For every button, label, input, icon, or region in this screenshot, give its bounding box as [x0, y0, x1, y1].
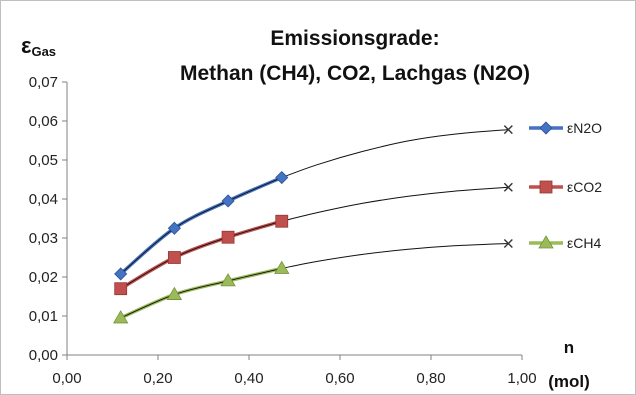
- y-tick-label: 0,02: [29, 269, 58, 286]
- legend-marker: [539, 180, 553, 194]
- legend-label: εCH4: [567, 235, 601, 251]
- x-tick-label: 0,80: [416, 370, 445, 387]
- data-point: [167, 221, 181, 235]
- y-axis-label-sub: Gas: [31, 44, 56, 59]
- data-point: [221, 194, 235, 208]
- series-2: [112, 238, 513, 324]
- series-line: [119, 219, 283, 291]
- data-point: [166, 286, 183, 300]
- series-0: [114, 125, 513, 281]
- x-tick-label: 0,20: [143, 370, 172, 387]
- series-1: [114, 182, 513, 296]
- y-tick-label: 0,05: [29, 152, 58, 169]
- legend-marker: [538, 235, 554, 249]
- y-tick-label: 0,03: [29, 230, 58, 247]
- data-point: [275, 170, 289, 185]
- extrapolation-line: [281, 186, 509, 222]
- y-axis-label-main: ε: [21, 33, 32, 58]
- data-point: [221, 230, 235, 244]
- data-point: [114, 282, 128, 296]
- data-point: [114, 267, 128, 281]
- x-axis-label-line1: n: [564, 338, 574, 357]
- data-point: [274, 260, 290, 274]
- x-tick-label: 1,00: [507, 370, 536, 387]
- x-tick-label: 0,00: [52, 370, 81, 387]
- legend-item-1: εCO2: [529, 179, 602, 195]
- x-tick-label: 0,40: [234, 370, 263, 387]
- y-axis-label: εGas: [21, 33, 56, 59]
- y-tick-label: 0,01: [29, 308, 58, 325]
- series-line: [119, 175, 283, 276]
- y-tick-label: 0,04: [29, 191, 58, 208]
- end-x-marker: [503, 125, 513, 135]
- extrapolation-line: [281, 129, 509, 179]
- extrapolation-line: [281, 242, 509, 269]
- chart-title-line2: Methan (CH4), CO2, Lachgas (N2O): [180, 62, 530, 85]
- series-layer: [112, 125, 513, 324]
- data-point: [275, 214, 289, 228]
- x-tick-label: 0,60: [325, 370, 354, 387]
- x-axis-label-line2: (mol): [548, 372, 590, 391]
- series-line-core: [120, 220, 282, 290]
- y-tick-label: 0,00: [29, 347, 58, 364]
- end-x-marker: [503, 238, 513, 248]
- legend-item-2: εCH4: [529, 235, 601, 251]
- series-line-core: [120, 177, 282, 275]
- series-line-core: [120, 267, 282, 319]
- legend-marker: [539, 121, 553, 135]
- data-point: [167, 251, 181, 264]
- y-tick-label: 0,06: [29, 113, 58, 130]
- axes: 0,00 0,01 0,02 0,03 0,04 0,05 0,06 0,07 0,00 0,20…: [29, 74, 537, 387]
- legend-item-0: εN2O: [529, 120, 602, 136]
- legend: εN2O εCO2 εCH4: [529, 120, 602, 251]
- legend-label: εN2O: [567, 120, 602, 136]
- data-point: [220, 273, 236, 287]
- y-tick-label: 0,07: [29, 74, 58, 91]
- data-point: [112, 310, 129, 324]
- end-x-marker: [503, 182, 513, 192]
- legend-label: εCO2: [567, 179, 602, 195]
- chart-title-line1: Emissionsgrade:: [270, 27, 439, 50]
